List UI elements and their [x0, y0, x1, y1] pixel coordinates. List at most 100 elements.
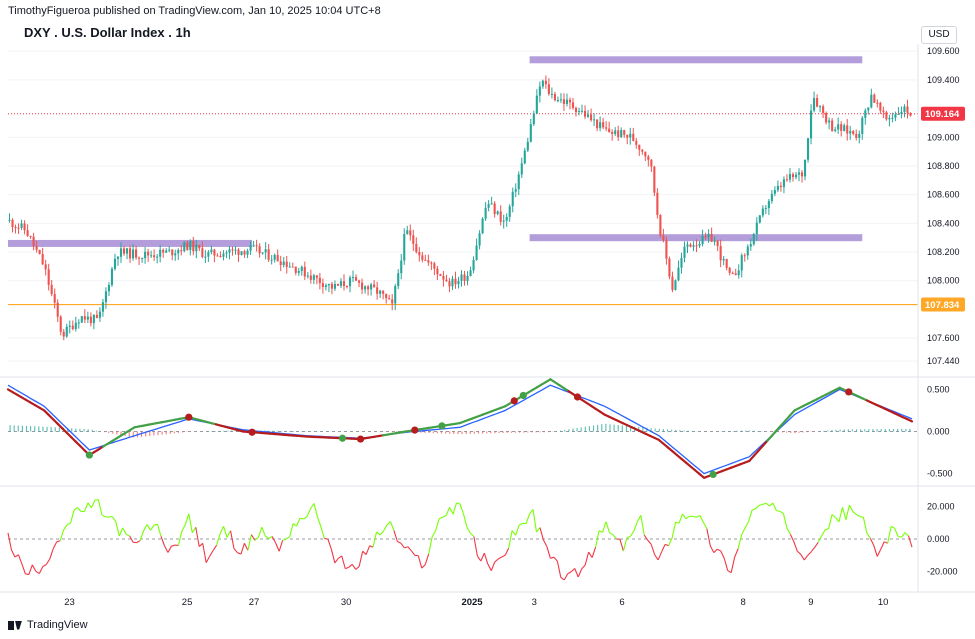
osc-line-segment	[417, 555, 423, 569]
candle-body	[424, 259, 427, 261]
osc-line-segment	[518, 522, 523, 526]
macd-signal-segment	[779, 419, 787, 427]
candle-body	[451, 278, 454, 287]
candle-body	[385, 293, 388, 299]
osc-line-segment	[289, 523, 294, 537]
osc-line-segment	[306, 508, 311, 517]
candle-body	[493, 203, 496, 215]
time-tick-label: 8	[740, 597, 745, 608]
osc-line-segment	[87, 502, 92, 509]
osc-line-segment	[692, 515, 697, 518]
osc-line-segment	[800, 554, 805, 561]
osc-line-segment	[598, 530, 603, 533]
candle-body	[62, 331, 65, 337]
candle-body	[782, 179, 785, 188]
osc-line-segment	[640, 515, 645, 536]
osc-line-segment	[577, 568, 583, 578]
candle-body	[264, 249, 267, 253]
candle-body	[86, 316, 89, 320]
candle-body	[553, 93, 556, 101]
osc-line-segment	[470, 532, 475, 537]
osc-line-segment	[303, 516, 308, 520]
osc-line-segment	[330, 549, 336, 564]
osc-line-segment	[177, 531, 183, 546]
candle-body	[162, 249, 165, 253]
osc-line-segment	[459, 503, 464, 514]
candle-body	[906, 106, 909, 114]
osc-line-segment	[324, 537, 328, 540]
osc-line-segment	[70, 510, 75, 524]
osc-line-segment	[136, 540, 141, 544]
osc-line-segment	[570, 568, 576, 573]
candle-body	[174, 253, 177, 256]
candle-body	[59, 316, 62, 332]
macd-cross-marker	[438, 422, 446, 430]
osc-line-segment	[532, 509, 538, 533]
candle-body	[291, 266, 294, 268]
candle-body	[32, 236, 35, 247]
osc-line-segment	[257, 527, 263, 538]
candle-body	[104, 291, 107, 303]
osc-line-segment	[720, 550, 725, 559]
candle-body	[303, 266, 306, 277]
candle-body	[614, 130, 617, 134]
candle-body	[638, 144, 641, 150]
candle-body	[348, 277, 352, 287]
candle-body	[653, 166, 656, 193]
candle-body	[879, 102, 882, 111]
osc-line-segment	[748, 509, 753, 522]
price-tick-label: 108.600	[927, 190, 960, 200]
candle-body	[547, 84, 550, 94]
osc-line-segment	[563, 573, 569, 581]
osc-line-segment	[539, 527, 544, 541]
osc-line-segment	[897, 535, 902, 538]
osc-line-segment	[90, 499, 96, 509]
candle-body	[457, 280, 460, 285]
time-tick-label: 6	[619, 597, 624, 608]
currency-button[interactable]: USD	[921, 26, 957, 44]
candle-body	[797, 172, 801, 175]
osc-line-segment	[890, 525, 895, 529]
osc-line-segment	[793, 541, 798, 552]
candle-body	[14, 226, 17, 228]
candle-body	[487, 204, 490, 208]
candle-body	[20, 223, 23, 228]
osc-line-segment	[21, 563, 26, 575]
candle-body	[903, 106, 906, 113]
candle-body	[421, 255, 424, 260]
osc-line-segment	[678, 513, 684, 524]
candle-body	[770, 193, 773, 202]
macd-signal-segment	[788, 409, 796, 417]
candle-body	[183, 242, 186, 252]
candle-body	[135, 249, 138, 258]
candle-body	[122, 248, 126, 254]
osc-line-segment	[584, 551, 590, 566]
osc-line-segment	[345, 566, 349, 570]
osc-line-segment	[358, 551, 364, 567]
candle-body	[791, 174, 795, 178]
osc-line-segment	[699, 515, 704, 523]
candle-body	[189, 240, 192, 251]
osc-line-segment	[862, 517, 868, 534]
candle-body	[8, 219, 11, 221]
macd-cross-marker	[573, 393, 582, 401]
osc-line-segment	[504, 547, 510, 556]
price-candles	[8, 75, 912, 341]
osc-line-segment	[327, 538, 332, 550]
candle-body	[794, 174, 798, 178]
osc-line-segment	[835, 517, 840, 523]
osc-line-segment	[894, 528, 899, 537]
candle-body	[550, 93, 553, 95]
symbol-title: DXY . U.S. Dollar Index . 1h	[24, 25, 191, 40]
candle-body	[885, 112, 888, 120]
candle-body	[186, 242, 189, 251]
candle-body	[722, 258, 725, 261]
osc-line-segment	[233, 548, 238, 554]
candle-body	[288, 266, 291, 268]
candle-body	[324, 285, 327, 287]
macd-cross-marker	[510, 397, 518, 405]
candle-body	[623, 130, 626, 135]
osc-line-segment	[542, 539, 548, 547]
zone-rect	[529, 56, 863, 64]
